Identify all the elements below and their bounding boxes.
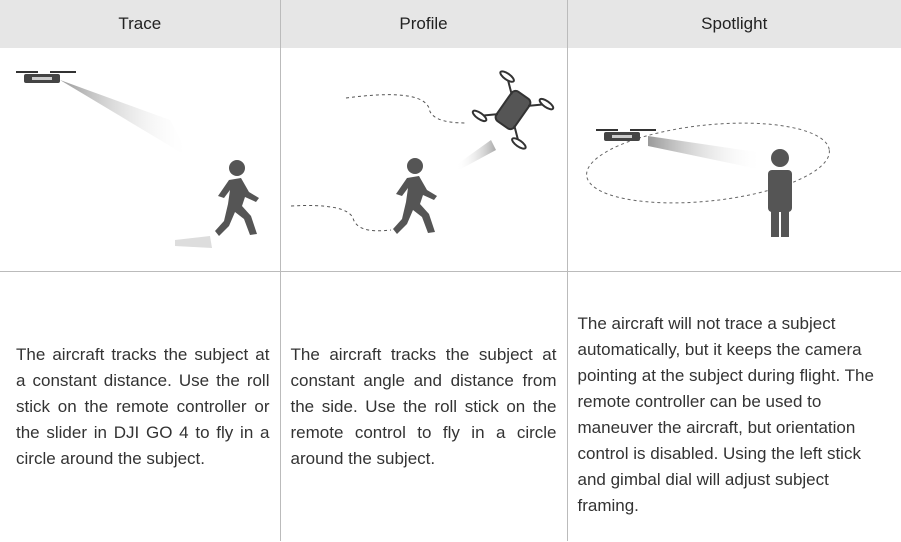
spotlight-illustration — [585, 122, 830, 237]
description: The aircraft will not trace a subject au… — [577, 313, 874, 515]
description-row: The aircraft tracks the subject at a con… — [0, 271, 901, 542]
description: The aircraft tracks the subject at a con… — [16, 344, 270, 468]
description-cell: The aircraft tracks the subject at a con… — [0, 272, 280, 542]
header-row: Trace Profile Spotlight — [0, 0, 901, 48]
illustration-cell — [279, 48, 567, 272]
column-title: Trace — [0, 0, 280, 48]
illustration-cell — [566, 48, 901, 272]
description: The aircraft tracks the subject at const… — [290, 344, 557, 468]
profile-illustration — [290, 70, 554, 234]
description-cell: The aircraft will not trace a subject au… — [566, 271, 901, 541]
illustration-cell — [0, 48, 280, 272]
column-title: Spotlight — [566, 0, 901, 48]
illustration-row — [0, 48, 901, 272]
trace-illustration — [16, 71, 259, 248]
description-cell: The aircraft tracks the subject at const… — [279, 271, 567, 541]
person — [767, 149, 792, 237]
column-title: Profile — [279, 0, 567, 48]
